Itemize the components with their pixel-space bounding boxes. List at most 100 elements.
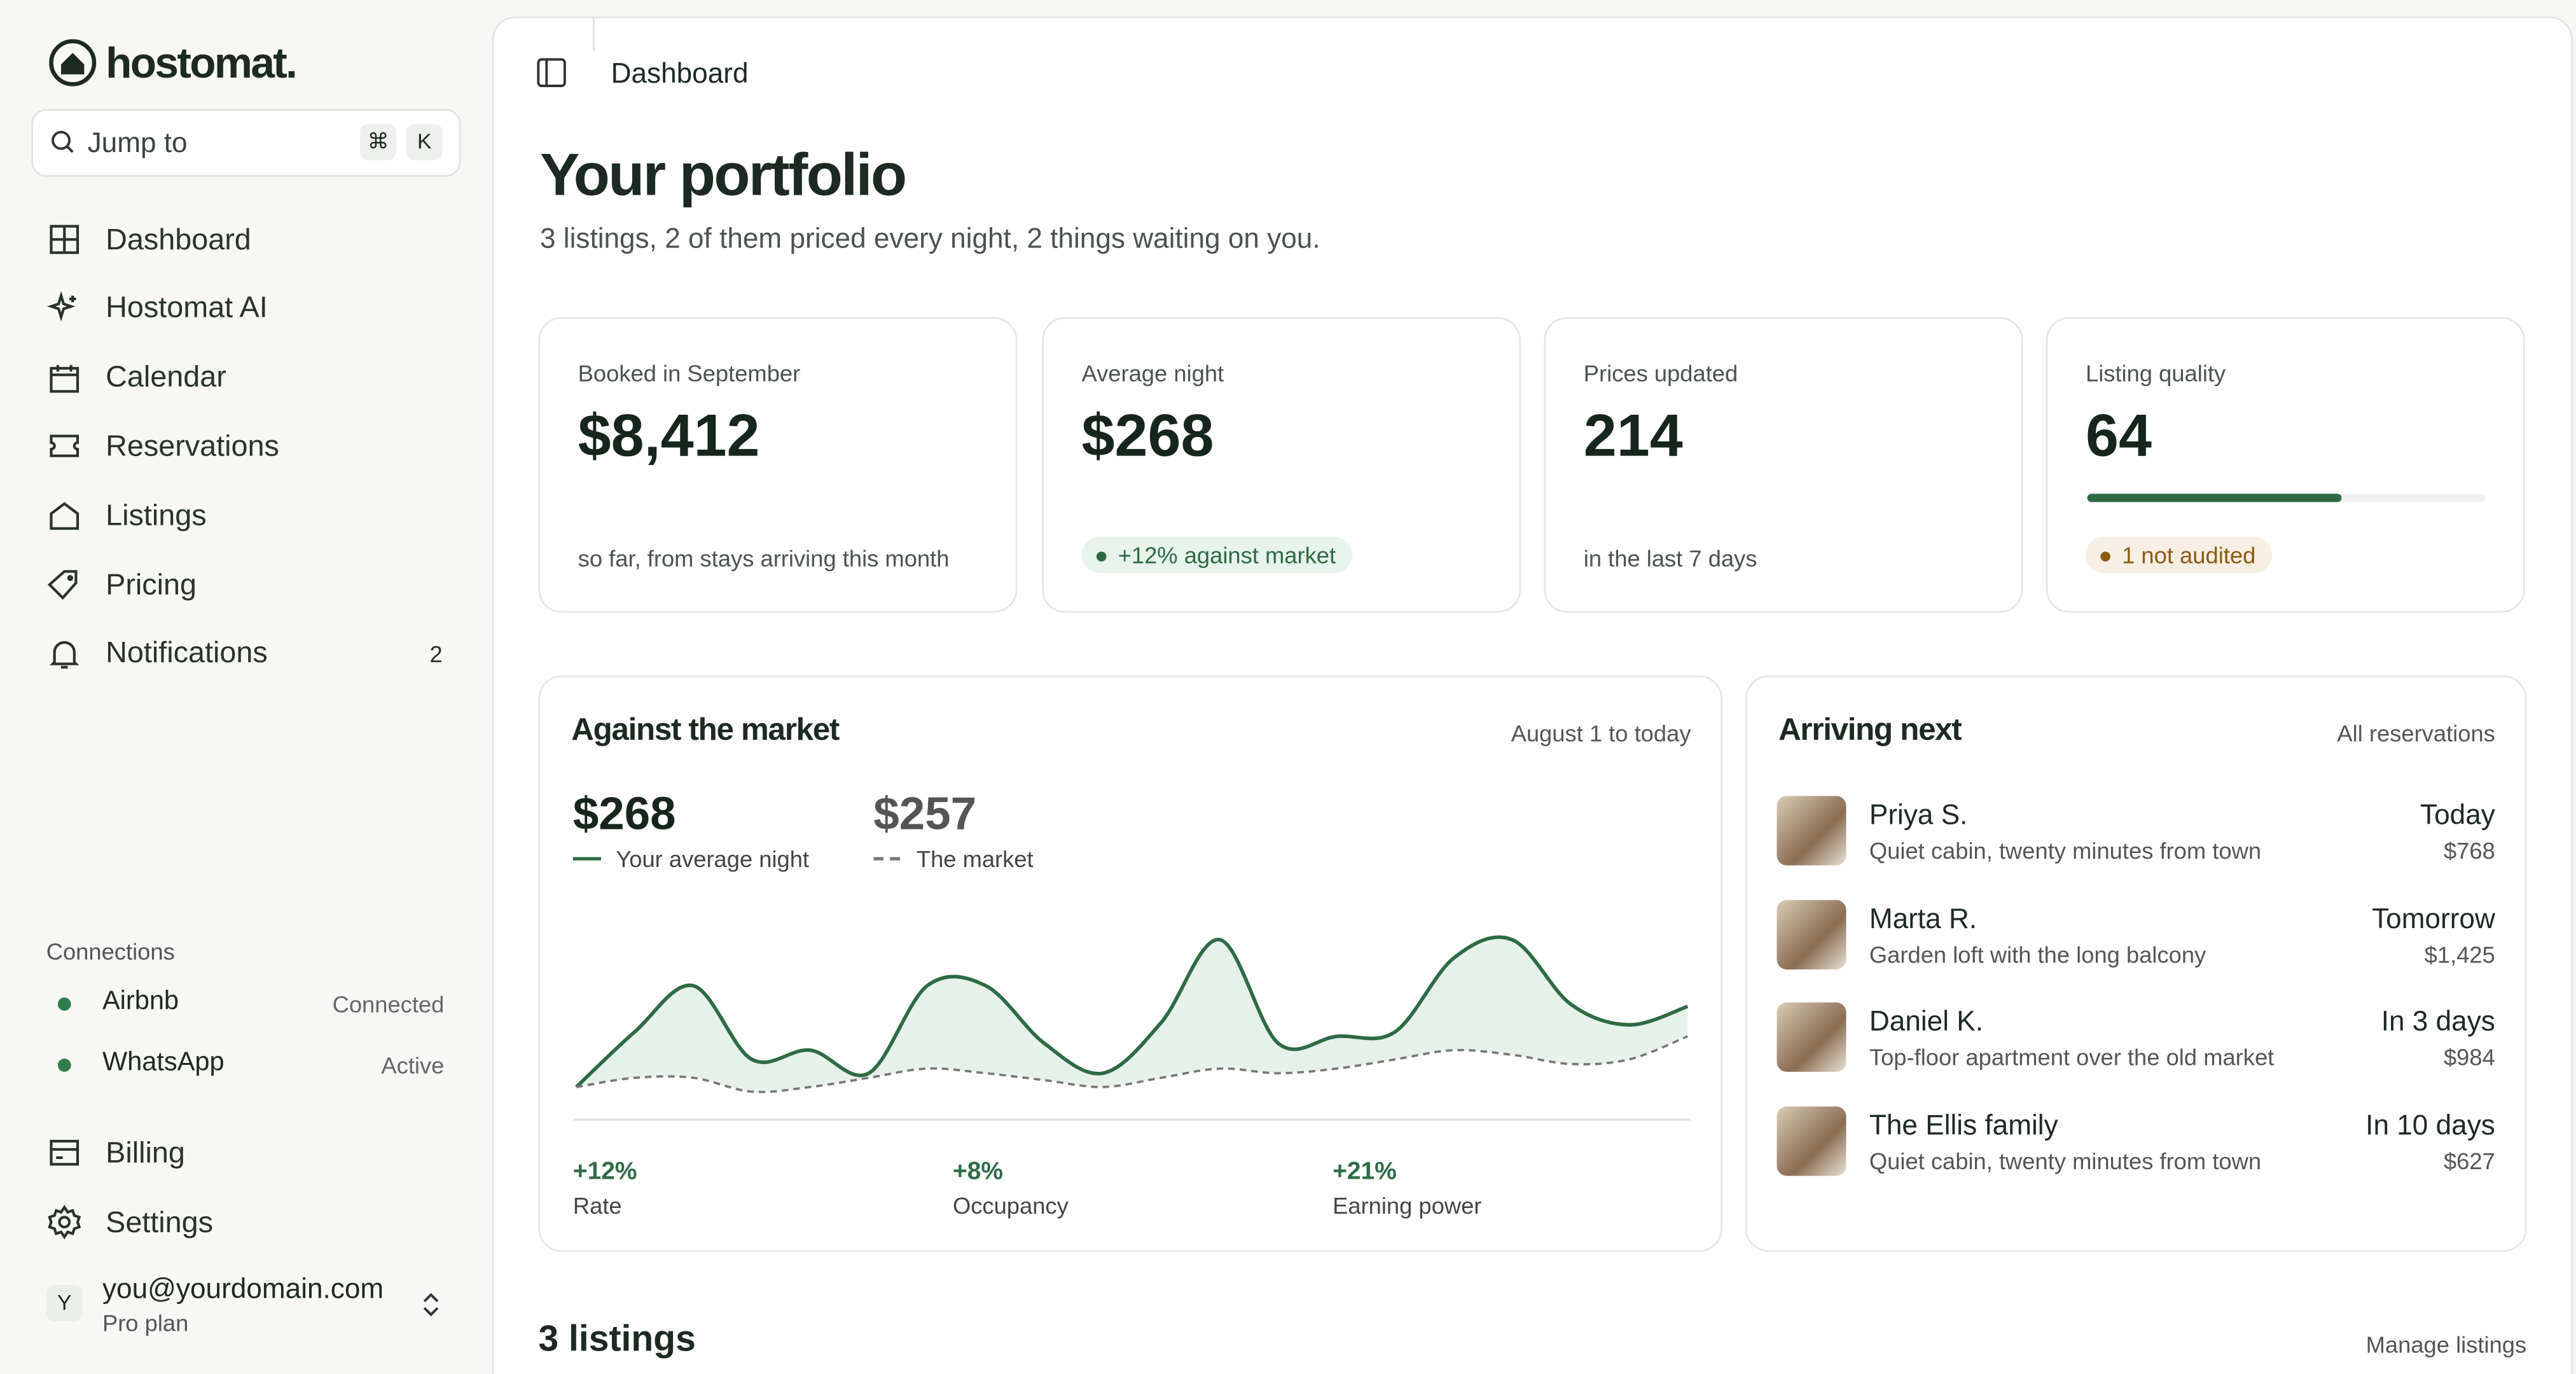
line [575, 935, 1689, 1088]
nav-label: Dashboard [106, 222, 251, 256]
nav-item[interactable]: Calendar [46, 359, 443, 396]
guest-name: Daniel K. [1869, 1006, 1983, 1038]
arriving-card: Arriving next All reservations Priya S. Q… [1745, 675, 2527, 1252]
metric-value: +12% [573, 1158, 637, 1185]
nav-icon [50, 502, 80, 531]
arrival[interactable]: Priya S. Quiet cabin, twenty minutes from… [1776, 796, 2495, 868]
breadcrumb: Dashboard [611, 57, 749, 90]
guest-photo [1776, 1003, 1846, 1072]
search-placeholder: Jump to [87, 127, 188, 159]
stat-note: so far, from stays arriving this month [578, 545, 950, 572]
key: ⌘ [359, 123, 397, 160]
nav-item[interactable]: Reservations [46, 428, 443, 464]
stat-card: Prices updated 214 in the last 7 days [1544, 317, 2023, 613]
stat-value: $268 [1081, 401, 1214, 469]
stat-badge: 1 not audited [2086, 536, 2273, 573]
nav-label: Hostomat AI [106, 291, 268, 324]
connection-name[interactable]: WhatsApp [102, 1048, 225, 1077]
arrival[interactable]: The Ellis family Quiet cabin, twenty minu… [1776, 1106, 2495, 1179]
section-title: Connections [46, 938, 175, 965]
legend-value: $268 [573, 788, 676, 839]
chevron[interactable] [419, 1290, 442, 1320]
arrival[interactable]: Daniel K. Top-floor apartment over the ol… [1776, 1003, 2495, 1076]
area [576, 937, 1688, 1092]
nav-item[interactable]: Billing [46, 1135, 443, 1171]
guest-photo [1776, 1106, 1846, 1176]
listing-name: Top-floor apartment over the old market [1869, 1044, 2275, 1071]
connection-status: Active [381, 1051, 445, 1079]
guest-photo [1776, 899, 1846, 969]
nav-icon [48, 1205, 81, 1240]
stat-label: Prices updated [1583, 359, 1738, 387]
chart-title: Against the market [571, 713, 840, 749]
nav-item[interactable]: Notifications 2 [46, 635, 443, 672]
chart-card: Against the market August 1 to today $26… [538, 675, 1722, 1252]
arrival-when: In 3 days [2381, 1006, 2495, 1038]
search[interactable]: Jump to ⌘ K [31, 109, 461, 177]
nav-icon [46, 290, 76, 322]
nav-icon [50, 1139, 80, 1166]
status-dot [57, 1058, 71, 1072]
arrival[interactable]: Marta R. Garden loft with the long balcon… [1776, 899, 2495, 972]
chart-period: August 1 to today [1511, 719, 1691, 747]
section-link[interactable]: Manage listings [2365, 1331, 2527, 1358]
brand[interactable]: hostomat. [46, 36, 298, 89]
nav-icon [50, 641, 80, 669]
arrival-price: $627 [2443, 1148, 2495, 1175]
nav-label: Billing [106, 1135, 185, 1169]
arrival-when: Today [2420, 799, 2495, 831]
metric-value: +8% [953, 1158, 1003, 1185]
stat-label: Booked in September [578, 359, 801, 387]
key: K [406, 123, 443, 160]
search-icon [52, 130, 74, 153]
chart: $268 Your average night $257 The market +12%… [572, 788, 1691, 1219]
nav-label: Listings [106, 498, 207, 532]
nav-item[interactable]: Hostomat AI [46, 290, 443, 326]
card-link[interactable]: All reservations [2337, 719, 2495, 747]
metric-label: Earning power [1333, 1193, 1481, 1219]
metric-value: +21% [1333, 1158, 1397, 1185]
arrival-price: $768 [2443, 837, 2495, 864]
logo [49, 39, 97, 87]
sidebar-toggle[interactable] [537, 58, 567, 88]
nav-badge: 2 [429, 640, 443, 667]
nav-item[interactable]: Listings [46, 497, 443, 534]
nav-item[interactable]: Dashboard [46, 221, 443, 258]
nav-label: Calendar [106, 360, 226, 394]
legend-label: The market [917, 846, 1034, 872]
stat-value: 214 [1583, 401, 1683, 469]
arrival-price: $1,425 [2424, 941, 2495, 968]
connection-name[interactable]: Airbnb [102, 987, 179, 1016]
user-email[interactable]: you@yourdomain.com [102, 1273, 384, 1305]
avatar: Y [46, 1284, 83, 1321]
nav-icon [47, 570, 78, 600]
nav-item[interactable]: Pricing [46, 566, 443, 602]
listing-name: Quiet cabin, twenty minutes from town [1869, 837, 2262, 864]
guest-name: The Ellis family [1869, 1109, 2058, 1142]
status-dot [57, 997, 71, 1011]
nav-icon [50, 435, 80, 458]
nav-label: Reservations [106, 429, 279, 462]
stat-card: Booked in September $8,412 so far, from st… [538, 317, 1018, 613]
nav-item[interactable]: Settings [46, 1204, 443, 1240]
stat-badge: +12% against market [1081, 536, 1353, 573]
stat-value: 64 [2086, 401, 2152, 469]
stat-card: Listing quality 64 1 not audited [2046, 317, 2525, 613]
connection-status: Connected [332, 990, 445, 1018]
nav-label: Settings [106, 1204, 214, 1238]
line [576, 1035, 1688, 1093]
metric-label: Occupancy [953, 1193, 1069, 1219]
user-plan: Pro plan [102, 1309, 189, 1336]
stat-label: Listing quality [2086, 359, 2226, 387]
arrival-price: $984 [2443, 1044, 2495, 1071]
brand-name: hostomat. [106, 37, 298, 87]
guest-name: Marta R. [1869, 903, 1977, 934]
nav-icon [50, 364, 80, 392]
legend-label: Your average night [616, 846, 809, 872]
page-title: Your portfolio [539, 140, 907, 209]
guest-photo [1776, 796, 1846, 866]
page-subtitle: 3 listings, 2 of them priced every night… [539, 223, 1320, 254]
card-title: Arriving next [1778, 713, 1962, 749]
